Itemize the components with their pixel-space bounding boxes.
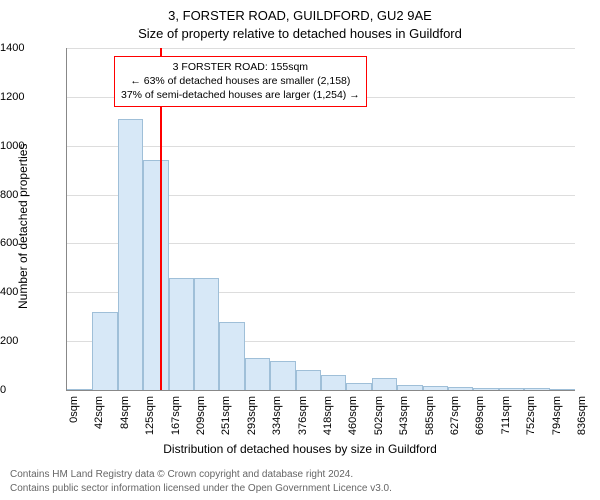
x-tick: 125sqm [144, 396, 156, 436]
x-tick: 293sqm [246, 396, 258, 436]
histogram-bar [321, 375, 346, 390]
histogram-bar [372, 378, 397, 390]
histogram-bar [169, 278, 194, 390]
y-tick: 1000 [0, 140, 58, 152]
x-tick: 460sqm [347, 396, 359, 436]
annotation-line3: 37% of semi-detached houses are larger (… [121, 88, 360, 102]
histogram-bar [550, 389, 575, 390]
y-tick: 1400 [0, 42, 58, 54]
x-tick: 376sqm [297, 396, 309, 436]
y-tick: 800 [0, 189, 58, 201]
histogram-bar [118, 119, 143, 390]
x-tick: 543sqm [398, 396, 410, 436]
histogram-bar [448, 387, 473, 390]
histogram-bar [499, 388, 524, 390]
annotation-line2: ← 63% of detached houses are smaller (2,… [121, 74, 360, 88]
histogram-bar [92, 312, 117, 390]
annotation-box: 3 FORSTER ROAD: 155sqm ← 63% of detached… [114, 56, 367, 107]
y-tick: 600 [0, 237, 58, 249]
histogram-bar [524, 388, 549, 390]
footer-line1: Contains HM Land Registry data © Crown c… [10, 469, 353, 480]
chart-title-line1: 3, FORSTER ROAD, GUILDFORD, GU2 9AE [0, 8, 600, 23]
x-tick: 418sqm [322, 396, 334, 436]
x-tick: 711sqm [500, 396, 512, 436]
x-tick: 836sqm [576, 396, 588, 436]
y-tick: 200 [0, 335, 58, 347]
footer-line2: Contains public sector information licen… [10, 483, 392, 494]
y-tick: 400 [0, 286, 58, 298]
chart-container: { "chart": { "type": "histogram", "title… [0, 0, 600, 500]
histogram-bar [143, 160, 168, 390]
gridline [67, 146, 575, 147]
gridline [67, 48, 575, 49]
histogram-bar [423, 386, 448, 390]
x-tick: 502sqm [373, 396, 385, 436]
x-tick: 585sqm [424, 396, 436, 436]
chart-title-line2: Size of property relative to detached ho… [0, 26, 600, 41]
histogram-bar [245, 358, 270, 390]
x-tick: 627sqm [449, 396, 461, 436]
x-tick: 752sqm [525, 396, 537, 436]
x-tick: 251sqm [220, 396, 232, 436]
histogram-bar [397, 385, 422, 390]
histogram-bar [270, 361, 295, 390]
x-tick: 42sqm [93, 396, 105, 436]
histogram-bar [346, 383, 371, 390]
annotation-line1: 3 FORSTER ROAD: 155sqm [121, 60, 360, 74]
y-axis-label: Number of detached properties [16, 144, 30, 309]
y-tick: 0 [0, 384, 58, 396]
x-tick: 209sqm [195, 396, 207, 436]
x-tick: 794sqm [551, 396, 563, 436]
histogram-bar [194, 278, 219, 390]
x-tick: 334sqm [271, 396, 283, 436]
histogram-bar [219, 322, 244, 390]
x-tick: 167sqm [170, 396, 182, 436]
histogram-bar [473, 388, 498, 390]
y-tick: 1200 [0, 91, 58, 103]
x-tick: 84sqm [119, 396, 131, 436]
x-tick: 669sqm [474, 396, 486, 436]
histogram-bar [67, 389, 92, 390]
histogram-bar [296, 370, 321, 390]
x-tick: 0sqm [68, 396, 80, 436]
x-axis-label: Distribution of detached houses by size … [0, 442, 600, 456]
